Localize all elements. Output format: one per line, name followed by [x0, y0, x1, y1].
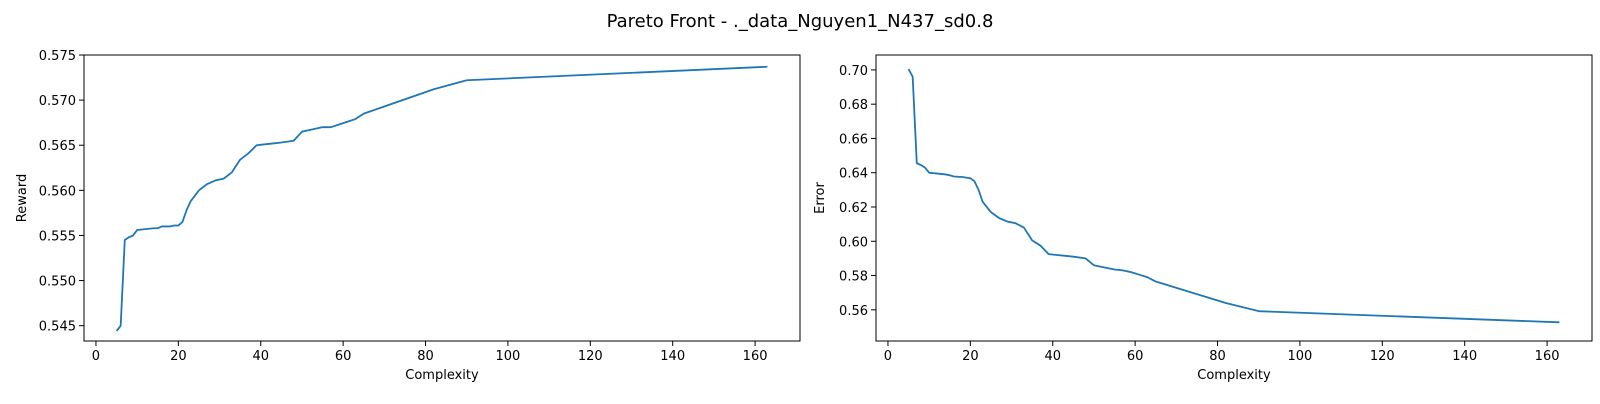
reward-x-tick-label: 60 [335, 349, 352, 364]
reward-x-tick-label: 160 [743, 349, 768, 364]
error-x-axis-label: Complexity [1197, 368, 1271, 383]
error-y-tick-label: 0.58 [839, 270, 868, 285]
reward-x-tick-label: 100 [496, 349, 521, 364]
error-y-tick-label: 0.62 [839, 201, 868, 216]
reward-y-tick-label: 0.565 [39, 139, 76, 154]
error-x-tick-label: 140 [1452, 349, 1477, 364]
reward-y-axis-label: Reward [15, 174, 30, 222]
reward-y-tick-label: 0.560 [39, 184, 76, 199]
error-x-tick-label: 120 [1370, 349, 1395, 364]
reward-y-tick-label: 0.570 [39, 94, 76, 109]
reward-y-tick-label: 0.550 [39, 275, 76, 290]
reward-plot-frame [83, 54, 801, 342]
error-x-tick-label: 100 [1288, 349, 1313, 364]
error-x-tick-label: 60 [1127, 349, 1144, 364]
reward-y-tick-label: 0.555 [39, 229, 76, 244]
error-x-tick-label: 0 [884, 349, 892, 364]
reward-y-tick-label: 0.545 [39, 320, 76, 335]
reward-x-tick-label: 120 [578, 349, 603, 364]
reward-x-axis-label: Complexity [405, 368, 479, 383]
error-y-axis-label: Error [813, 182, 828, 214]
reward-chart: 0 20 40 60 80 100 120 140 160 0.545 0.550 0.555 0.56… [15, 49, 801, 383]
error-y-tick-label: 0.68 [839, 98, 868, 113]
error-chart: 0 20 40 60 80 100 120 140 160 0.56 0.58 0.60 0.62 0.6… [813, 54, 1593, 383]
reward-series-line [115, 65, 768, 332]
error-ticks: 0 20 40 60 80 100 120 140 160 0.56 0.58 0.60 0.62 0.6… [839, 64, 1559, 364]
reward-x-tick-label: 20 [170, 349, 187, 364]
reward-x-tick-label: 40 [252, 349, 269, 364]
reward-x-tick-label: 0 [92, 349, 100, 364]
reward-x-tick-label: 140 [660, 349, 685, 364]
reward-y-tick-label: 0.575 [39, 49, 76, 64]
error-plot-frame [875, 54, 1593, 342]
figure-title: Pareto Front - ._data_Nguyen1_N437_sd0.8 [607, 11, 994, 32]
error-x-tick-label: 20 [962, 349, 979, 364]
error-x-tick-label: 80 [1209, 349, 1226, 364]
reward-ticks: 0 20 40 60 80 100 120 140 160 0.545 0.550 0.555 0.56… [39, 49, 768, 364]
error-series-line [907, 68, 1560, 324]
error-y-tick-label: 0.64 [839, 167, 868, 182]
error-y-tick-label: 0.66 [839, 132, 868, 147]
reward-x-tick-label: 80 [417, 349, 434, 364]
error-y-tick-label: 0.60 [839, 235, 868, 250]
error-y-tick-label: 0.56 [839, 304, 868, 319]
error-y-tick-label: 0.70 [839, 64, 868, 79]
error-x-tick-label: 40 [1044, 349, 1061, 364]
error-x-tick-label: 160 [1535, 349, 1560, 364]
